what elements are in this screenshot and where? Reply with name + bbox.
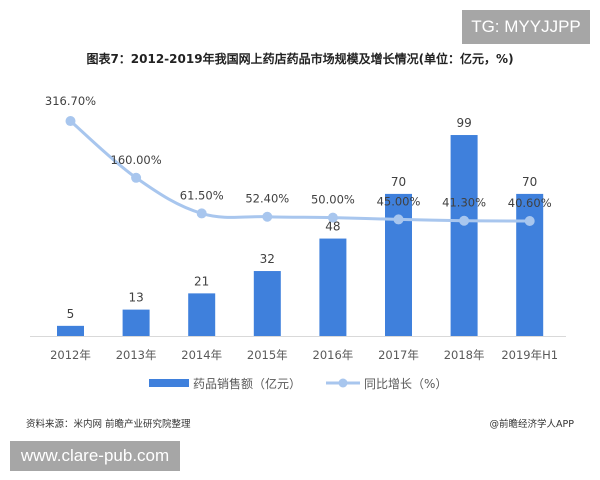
bar-label-2: 21: [194, 274, 209, 288]
source-note: 资料来源：米内网 前瞻产业研究院整理: [26, 419, 191, 430]
bar-4: [319, 238, 347, 336]
growth-point-4: [327, 212, 338, 223]
bar-0: [57, 325, 84, 336]
x-tick-label-3: 2015年: [247, 348, 288, 362]
growth-label-0: 316.70%: [45, 94, 96, 108]
x-tick-label-6: 2018年: [444, 348, 485, 362]
growth-point-0: [65, 116, 76, 127]
x-tick-label-0: 2012年: [50, 348, 91, 362]
legend-line-label: 同比增长（%）: [364, 377, 447, 391]
bar-label-6: 99: [456, 116, 471, 130]
growth-label-1: 160.00%: [111, 153, 162, 167]
growth-label-7: 40.60%: [508, 196, 552, 210]
legend-bar-label: 药品销售额（亿元）: [193, 376, 301, 391]
growth-point-5: [393, 214, 404, 225]
growth-label-6: 41.30%: [442, 196, 486, 210]
watermark-top: TG: MYYJJPP: [462, 10, 590, 44]
bar-label-1: 13: [128, 291, 143, 305]
x-tick-label-5: 2017年: [378, 348, 419, 362]
growth-label-3: 52.40%: [245, 192, 289, 206]
growth-point-3: [262, 211, 273, 222]
bar-label-4: 48: [325, 220, 340, 234]
growth-label-4: 50.00%: [311, 193, 355, 207]
bar-2: [188, 293, 216, 336]
x-tick-label-7: 2019年H1: [501, 348, 558, 362]
bar-3: [253, 271, 281, 336]
chart-title: 图表7：2012-2019年我国网上药店药品市场规模及增长情况(单位：亿元，%): [86, 52, 514, 66]
bar-label-5: 70: [391, 175, 406, 189]
watermark-bottom: www.clare-pub.com: [10, 441, 180, 471]
x-tick-label-1: 2013年: [116, 348, 157, 362]
growth-point-2: [196, 208, 207, 219]
brand-note: @前瞻经济学人APP: [489, 419, 574, 430]
bar-1: [122, 309, 150, 336]
bar-7: [516, 193, 544, 336]
bar-label-7: 70: [522, 175, 537, 189]
bar-label-0: 5: [67, 307, 75, 321]
growth-point-7: [524, 216, 535, 227]
x-tick-label-4: 2016年: [313, 348, 354, 362]
legend-bar-swatch: [149, 379, 189, 387]
bar-label-3: 32: [260, 252, 275, 266]
x-tick-label-2: 2014年: [181, 348, 222, 362]
growth-point-1: [131, 172, 142, 183]
legend-line-marker: [338, 378, 348, 388]
growth-point-6: [459, 215, 470, 226]
growth-label-5: 45.00%: [377, 194, 421, 208]
growth-label-2: 61.50%: [180, 188, 224, 202]
bar-6: [450, 135, 478, 336]
